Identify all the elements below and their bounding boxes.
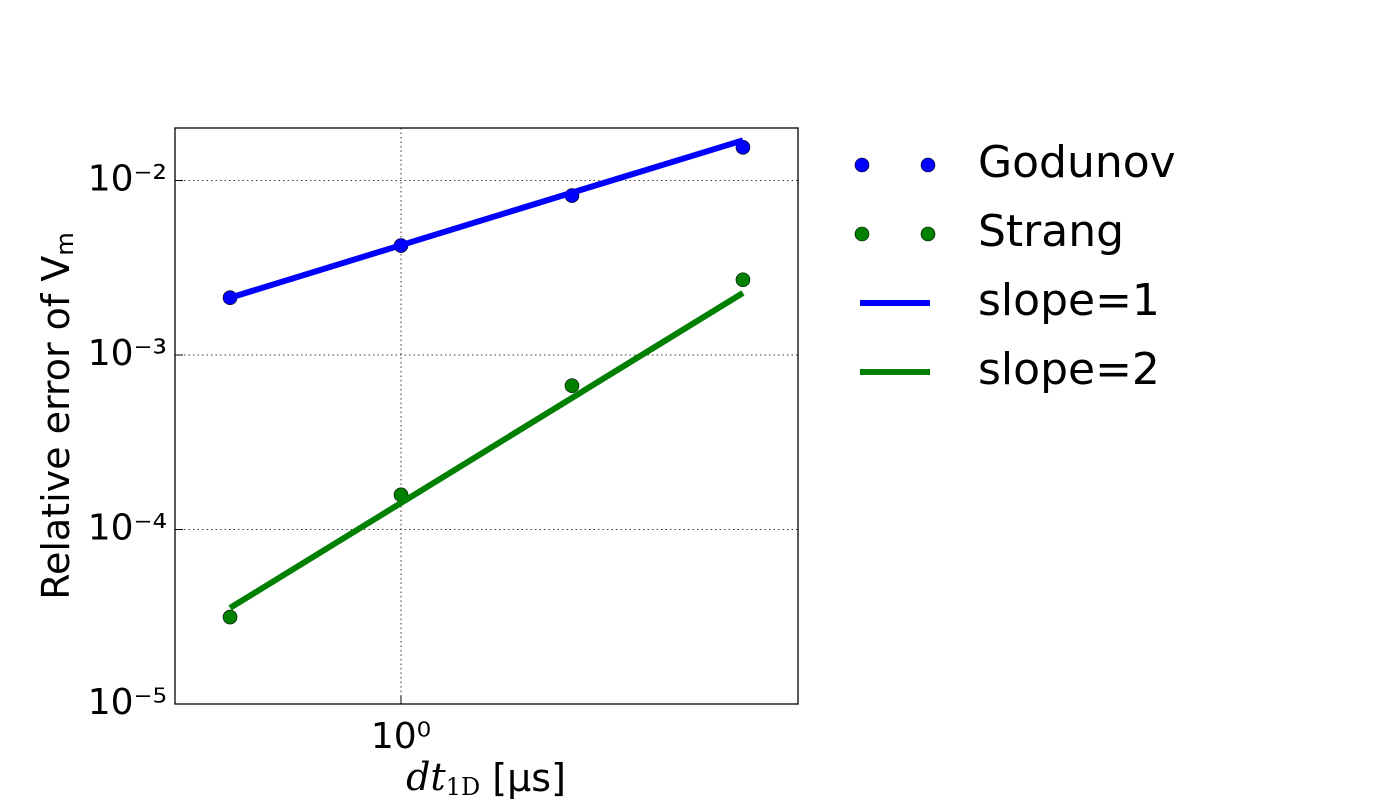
legend-marker — [854, 157, 870, 173]
x-label-unit: [μs] — [480, 756, 566, 800]
legend-label: Strang — [978, 206, 1124, 257]
legend-marker — [920, 226, 936, 242]
x-tick-label: 10⁰ — [371, 716, 431, 757]
x-label-main: dt — [406, 755, 446, 799]
y-tick-label: 10⁻² — [88, 159, 167, 200]
legend-label: slope=2 — [978, 344, 1160, 395]
y-tick-label: 10⁻³ — [88, 333, 167, 374]
legend-label: Godunov — [978, 137, 1176, 188]
legend-marker — [854, 226, 870, 242]
plot-frame — [174, 127, 799, 705]
data-point — [564, 378, 580, 394]
y-label-sub: m — [51, 232, 79, 255]
data-point — [222, 609, 238, 625]
y-axis-label: Relative error of Vm — [34, 232, 80, 600]
legend-label: slope=1 — [978, 275, 1160, 326]
data-point — [735, 272, 751, 288]
y-tick-label: 10⁻⁴ — [88, 508, 167, 549]
y-label-main: Relative error of V — [34, 256, 78, 600]
x-label-sub: 1D — [446, 773, 481, 800]
legend-marker — [920, 157, 936, 173]
y-tick-label: 10⁻⁵ — [88, 682, 167, 723]
fit-line — [229, 137, 744, 301]
x-axis-label: dt1D [μs] — [406, 755, 566, 800]
fit-line — [228, 290, 745, 611]
